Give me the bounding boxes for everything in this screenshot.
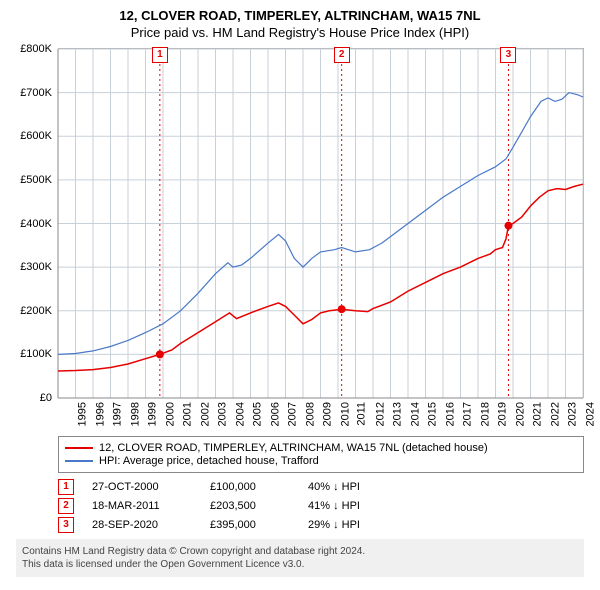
sale-delta: 41% ↓ HPI (308, 500, 360, 512)
x-tick-label: 1997 (111, 402, 123, 426)
legend-swatch (65, 460, 93, 462)
chart-subtitle: Price paid vs. HM Land Registry's House … (8, 25, 592, 40)
sale-price: £100,000 (210, 481, 290, 493)
x-tick-label: 2001 (181, 402, 193, 426)
x-tick-label: 2009 (321, 402, 333, 426)
x-tick-label: 2011 (356, 402, 368, 426)
sale-index-badge: 3 (58, 517, 74, 533)
x-tick-label: 2006 (269, 402, 281, 426)
x-tick-label: 2014 (409, 402, 421, 426)
x-tick-label: 2005 (251, 402, 263, 426)
sale-index-badge: 1 (58, 479, 74, 495)
sale-date: 28-SEP-2020 (92, 519, 192, 531)
y-tick-label: £0 (40, 392, 52, 404)
x-tick-label: 2012 (374, 402, 386, 426)
sale-marker-badge: 1 (152, 47, 168, 63)
legend-row: HPI: Average price, detached house, Traf… (65, 455, 577, 467)
footer-line: This data is licensed under the Open Gov… (22, 558, 578, 571)
x-tick-label: 2024 (584, 402, 596, 426)
x-tick-label: 2004 (234, 402, 246, 426)
sales-table: 1 27-OCT-2000 £100,000 40% ↓ HPI 2 18-MAR-201… (58, 479, 584, 533)
sale-price: £203,500 (210, 500, 290, 512)
sale-delta: 29% ↓ HPI (308, 519, 360, 531)
y-tick-label: £300K (20, 261, 52, 273)
legend-box: 12, CLOVER ROAD, TIMPERLEY, ALTRINCHAM, … (58, 436, 584, 473)
x-tick-label: 1998 (129, 402, 141, 426)
chart-title: 12, CLOVER ROAD, TIMPERLEY, ALTRINCHAM, … (8, 8, 592, 23)
x-tick-label: 2018 (479, 402, 491, 426)
y-tick-label: £200K (20, 305, 52, 317)
sale-index-badge: 2 (58, 498, 74, 514)
x-tick-label: 2013 (391, 402, 403, 426)
sale-marker-badge: 2 (334, 47, 350, 63)
x-tick-label: 1999 (146, 402, 158, 426)
footer-attribution: Contains HM Land Registry data © Crown c… (16, 539, 584, 577)
x-tick-label: 2022 (549, 402, 561, 426)
y-tick-label: £500K (20, 174, 52, 186)
y-tick-label: £800K (20, 43, 52, 55)
y-tick-label: £400K (20, 218, 52, 230)
x-tick-label: 2003 (216, 402, 228, 426)
x-tick-label: 2016 (444, 402, 456, 426)
y-tick-label: £700K (20, 87, 52, 99)
sale-delta: 40% ↓ HPI (308, 481, 360, 493)
y-tick-label: £100K (20, 348, 52, 360)
x-tick-label: 2008 (304, 402, 316, 426)
sale-row: 1 27-OCT-2000 £100,000 40% ↓ HPI (58, 479, 584, 495)
x-tick-label: 1996 (94, 402, 106, 426)
legend-row: 12, CLOVER ROAD, TIMPERLEY, ALTRINCHAM, … (65, 442, 577, 454)
legend-label: HPI: Average price, detached house, Traf… (99, 455, 319, 467)
x-tick-label: 2000 (164, 402, 176, 426)
chart-svg (58, 49, 583, 398)
x-tick-label: 2019 (496, 402, 508, 426)
chart-area: £0£100K£200K£300K£400K£500K£600K£700K£80… (58, 48, 584, 398)
x-tick-label: 2020 (514, 402, 526, 426)
x-tick-label: 2007 (286, 402, 298, 426)
x-tick-label: 1995 (76, 402, 88, 426)
legend-label: 12, CLOVER ROAD, TIMPERLEY, ALTRINCHAM, … (99, 442, 488, 454)
x-tick-label: 2017 (461, 402, 473, 426)
x-tick-label: 2002 (199, 402, 211, 426)
legend-swatch (65, 447, 93, 449)
sale-date: 27-OCT-2000 (92, 481, 192, 493)
x-tick-label: 2015 (426, 402, 438, 426)
x-tick-label: 2021 (531, 402, 543, 426)
footer-line: Contains HM Land Registry data © Crown c… (22, 545, 578, 558)
sale-price: £395,000 (210, 519, 290, 531)
x-tick-label: 2010 (339, 402, 351, 426)
sale-row: 2 18-MAR-2011 £203,500 41% ↓ HPI (58, 498, 584, 514)
x-tick-label: 2023 (566, 402, 578, 426)
y-tick-label: £600K (20, 130, 52, 142)
sale-date: 18-MAR-2011 (92, 500, 192, 512)
sale-row: 3 28-SEP-2020 £395,000 29% ↓ HPI (58, 517, 584, 533)
sale-marker-badge: 3 (500, 47, 516, 63)
